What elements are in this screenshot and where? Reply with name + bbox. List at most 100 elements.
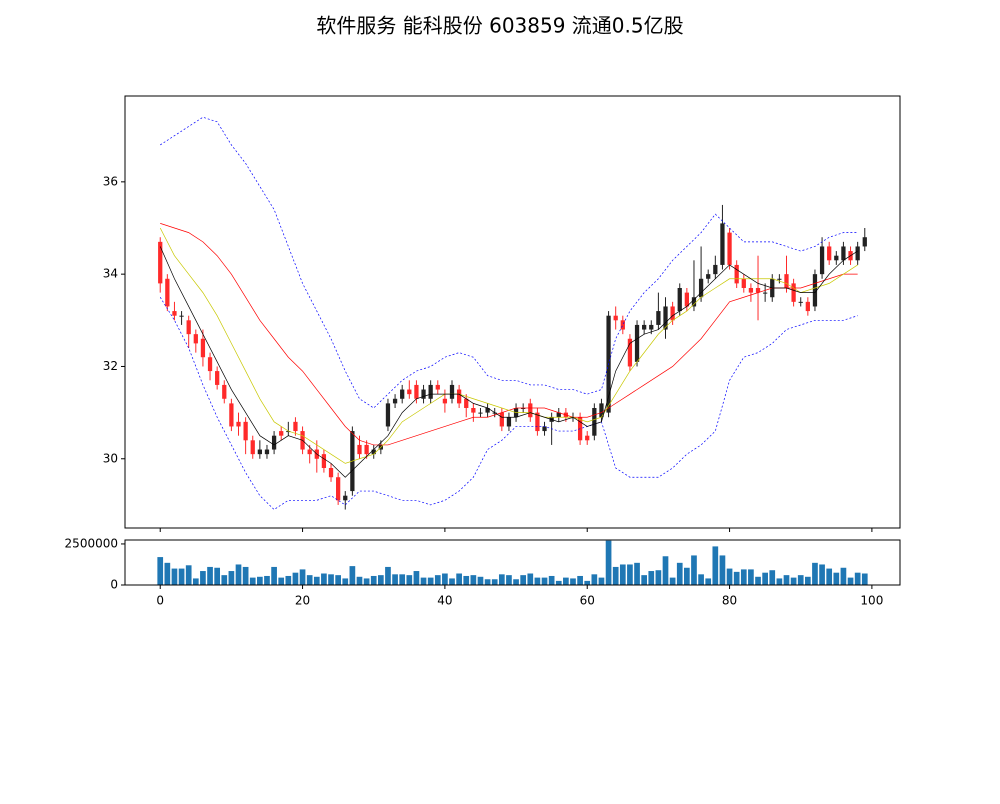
volume-bar [406, 575, 413, 585]
volume-bar [228, 571, 235, 585]
candle-body [428, 384, 433, 399]
x-tick-label: 60 [580, 594, 595, 608]
candle-body [471, 408, 476, 413]
candle-body [222, 384, 227, 399]
volume-bar [726, 568, 733, 585]
volume-bar [484, 579, 491, 585]
price-frame [124, 95, 901, 529]
volume-bar [797, 575, 804, 585]
candle-body [207, 357, 213, 372]
candle-body [286, 431, 291, 433]
candle-body [713, 264, 718, 275]
volume-bar [313, 576, 320, 585]
volume-bar [591, 574, 598, 585]
candle-body [812, 274, 818, 307]
volume-bar [264, 575, 270, 585]
price-panel: 30 32 34 36 [103, 116, 873, 532]
y-tick-label: 32 [103, 359, 118, 373]
volume-bar [200, 571, 206, 585]
candle-body [250, 440, 255, 455]
candle-body [478, 412, 483, 414]
volume-bar [328, 574, 334, 585]
candle-body [328, 468, 334, 478]
candle-body [855, 246, 860, 261]
candle-body [179, 315, 184, 317]
volume-bar [321, 573, 327, 585]
y-tick-label: 2500000 [65, 536, 118, 550]
volume-bar [577, 575, 583, 585]
volume-bar [847, 577, 854, 585]
volume-bar [840, 567, 847, 585]
volume-bar [164, 562, 171, 585]
candle-body [165, 278, 170, 307]
candle-body [407, 389, 412, 395]
candle-body [542, 426, 547, 432]
candle-body [172, 311, 177, 316]
candle-body [698, 278, 704, 298]
candle-body [464, 398, 469, 408]
candle-body [599, 403, 604, 418]
candle-body [456, 389, 462, 404]
candle-body [307, 449, 312, 455]
candle-body [819, 246, 825, 275]
candle-body [670, 306, 675, 321]
volume-bar [434, 575, 441, 585]
volume-bar [271, 566, 277, 585]
volume-bar [513, 579, 519, 585]
candle-body [791, 283, 796, 302]
volume-bar [655, 570, 662, 585]
candle-body [343, 495, 348, 501]
candle-body [357, 444, 362, 455]
volume-bar [456, 573, 462, 585]
volume-bar [399, 574, 406, 585]
candle-body [243, 421, 248, 441]
candle-body [784, 274, 789, 288]
volume-bar [669, 577, 676, 585]
volume-bar [755, 576, 761, 585]
volume-bar [192, 578, 199, 585]
candle-body [485, 408, 490, 413]
candle-body [257, 449, 262, 455]
volume-bar [641, 575, 648, 585]
candle-body [321, 454, 327, 468]
volume-bar [804, 576, 811, 585]
volume-bar [392, 574, 398, 585]
candle-body [634, 324, 640, 362]
candle-body [827, 246, 832, 261]
candle-body [734, 264, 739, 284]
y-tick-label: 30 [103, 451, 118, 465]
volume-panel: 0 2500000 0 20 40 60 80 100 [65, 536, 884, 607]
indicator-line [159, 246, 858, 478]
volume-bar [698, 574, 704, 585]
volume-bar [534, 577, 541, 585]
volume-bar [570, 578, 576, 585]
volume-bar [257, 576, 263, 585]
candle-body [663, 306, 668, 330]
x-tick-label: 0 [156, 594, 164, 608]
indicator-line [159, 297, 858, 510]
candle-body [186, 320, 191, 335]
volume-bar [740, 569, 747, 585]
volume-bar [861, 573, 868, 585]
candle-body [499, 412, 504, 427]
y-tick-label: 34 [103, 267, 118, 281]
candle-body [620, 320, 625, 330]
candle-body [763, 292, 768, 294]
volume-bar [548, 575, 555, 585]
candle-body [279, 431, 284, 436]
volume-bar [769, 570, 776, 585]
volume-bar [491, 579, 498, 585]
volume-bar [712, 546, 719, 585]
volume-bar [555, 580, 562, 585]
candle-body [691, 297, 697, 307]
candle-body [535, 412, 540, 432]
x-tick-label: 100 [860, 594, 883, 608]
chart-title: 软件服务 能科股份 603859 流通0.5亿股 [316, 14, 683, 38]
y-tick-label: 36 [103, 174, 118, 188]
volume-bar [812, 562, 818, 585]
volume-bar [598, 577, 605, 585]
x-tick-label: 40 [437, 594, 452, 608]
volume-bar [299, 569, 306, 585]
candle-body [293, 421, 298, 432]
